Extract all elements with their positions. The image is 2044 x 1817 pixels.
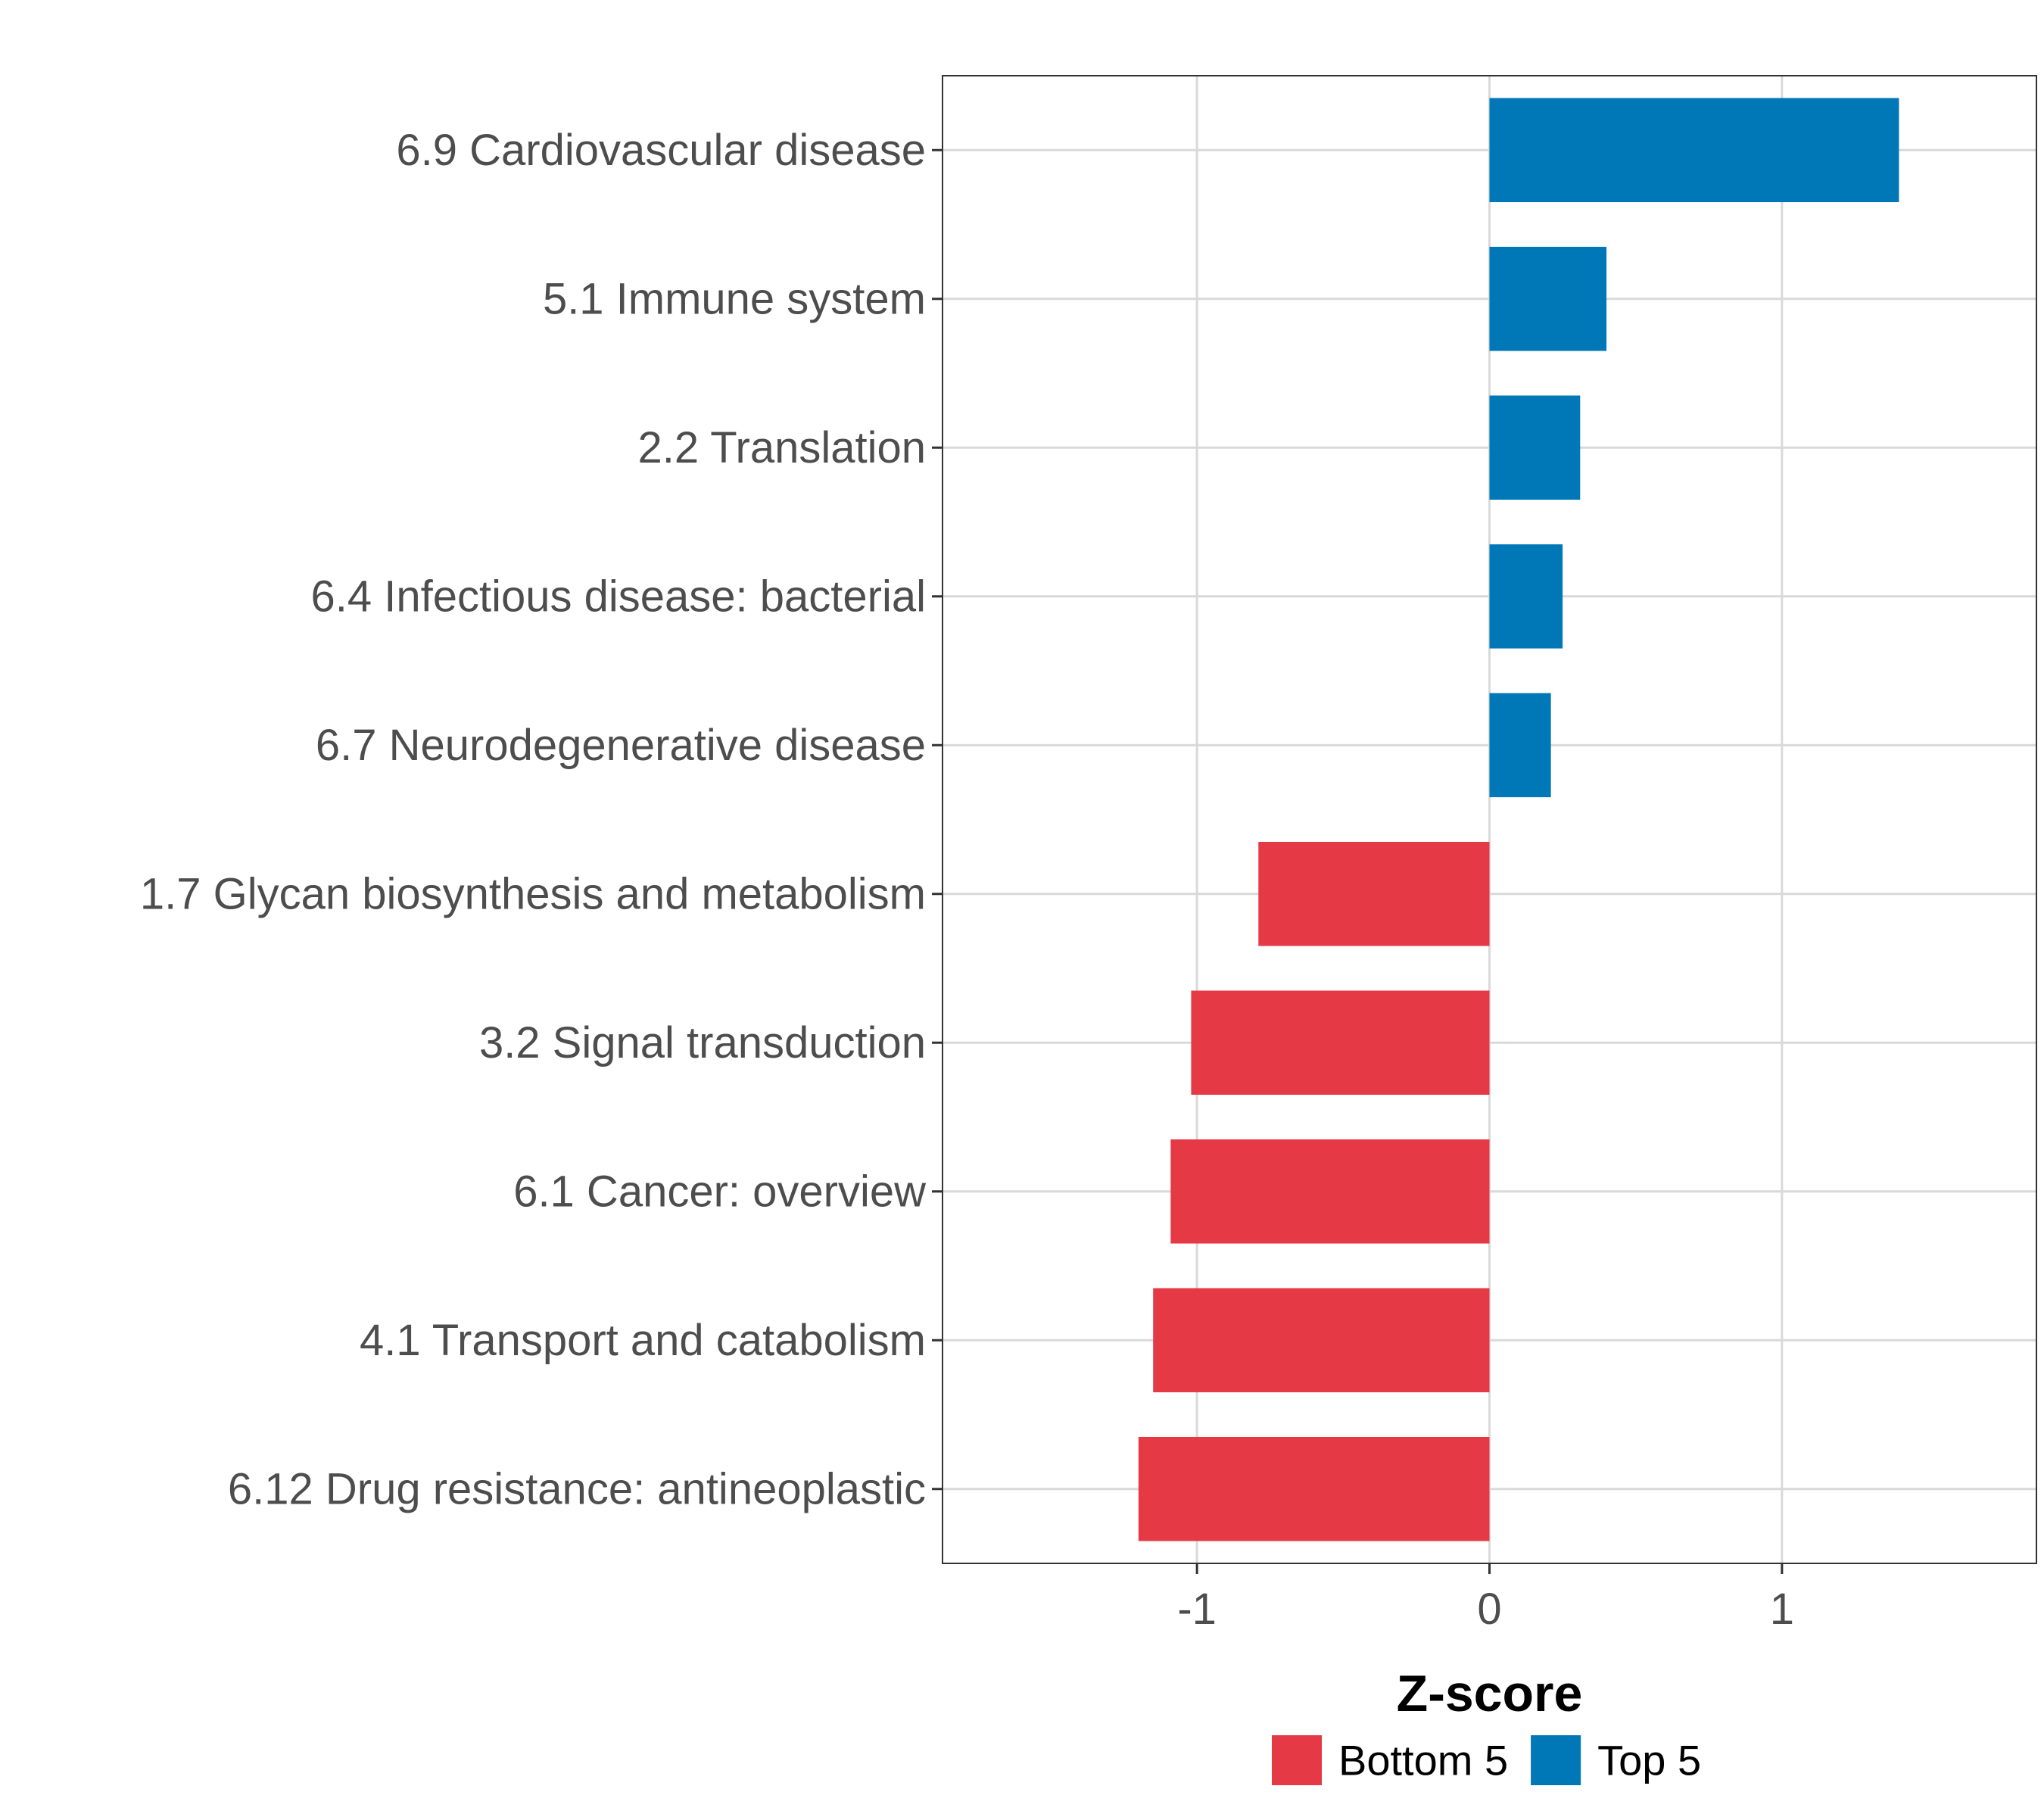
y-category-label: 6.9 Cardiovascular disease (396, 126, 926, 175)
legend-label: Bottom 5 (1338, 1737, 1508, 1784)
bar-bottom (1258, 841, 1490, 946)
y-axis-ticks (932, 148, 943, 1491)
legend-label: Top 5 (1597, 1737, 1701, 1784)
y-category-label: 1.7 Glycan biosynthesis and metabolism (140, 869, 926, 918)
y-axis-category-labels: 6.9 Cardiovascular disease 5.1 Immune sys… (140, 126, 927, 1514)
bar-top (1489, 395, 1581, 500)
y-category-label: 6.7 Neurodegenerative disease (316, 721, 926, 770)
y-category-label: 3.2 Signal transduction (479, 1018, 926, 1067)
y-category-label: 6.4 Infectious disease: bacterial (311, 572, 926, 621)
y-category-label: 6.1 Cancer: overview (513, 1167, 927, 1216)
x-tick-label: 1 (1770, 1585, 1794, 1634)
bar-bottom (1170, 1139, 1490, 1244)
x-axis-title: Z-score (1397, 1665, 1583, 1722)
bar-top (1489, 544, 1563, 649)
legend-swatch (1531, 1735, 1581, 1785)
bar-bottom (1191, 990, 1490, 1095)
x-tick-label: 0 (1477, 1585, 1501, 1634)
bar-bottom (1138, 1436, 1490, 1541)
legend-swatch (1272, 1735, 1322, 1785)
bar-top (1489, 693, 1551, 798)
x-axis-ticks: -1 0 1 (1177, 1563, 1794, 1634)
y-category-label: 6.12 Drug resistance: antineoplastic (228, 1464, 926, 1513)
bar-top (1489, 246, 1607, 351)
bar-bottom (1153, 1288, 1490, 1393)
bar-top (1489, 98, 1899, 203)
y-category-label: 5.1 Immune system (543, 274, 926, 323)
y-category-label: 2.2 Translation (638, 423, 926, 472)
legend: Bottom 5 Top 5 (1272, 1735, 1701, 1785)
x-tick-label: -1 (1177, 1585, 1217, 1634)
bars (1138, 98, 1899, 1541)
y-category-label: 4.1 Transport and catabolism (360, 1316, 926, 1365)
